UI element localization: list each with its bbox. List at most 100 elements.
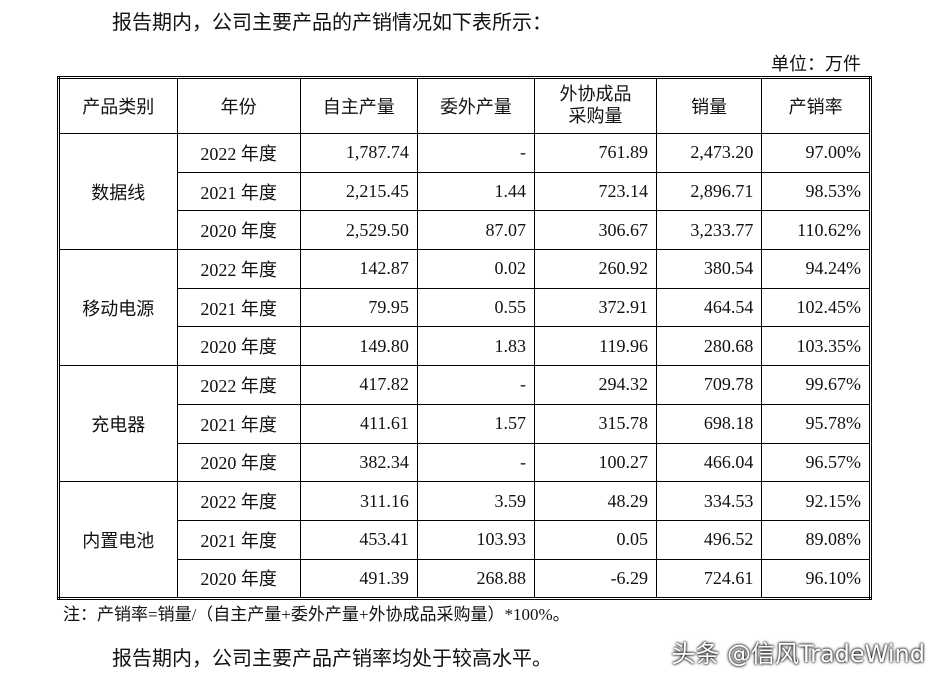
value-cell: 79.95 xyxy=(299,287,418,328)
note: 注：产销率=销量/（自主产量+委外产量+外协成品采购量）*100%。 xyxy=(63,605,570,624)
value-cell: - xyxy=(416,133,536,173)
value-cell: 411.61 xyxy=(299,403,418,444)
category-cell: 移动电源 xyxy=(58,249,178,367)
value-cell: 99.67% xyxy=(761,365,871,405)
value-cell: 48.29 xyxy=(534,481,657,521)
value-cell: 466.04 xyxy=(655,442,763,483)
value-cell: 260.92 xyxy=(534,249,657,289)
value-cell: 464.54 xyxy=(655,287,763,328)
value-cell: 3.59 xyxy=(416,481,536,521)
value-cell: 1.83 xyxy=(416,326,536,367)
table-row: 2020 年度 491.39 268.88 -6.29 724.61 96.10% xyxy=(59,558,871,600)
table-body: 数据线 2022 年度 1,787.74-761.89 2,473.20 97.00% 2… xyxy=(58,132,871,600)
header-cell: 自主产量 xyxy=(299,77,418,134)
outro-text: 报告期内，公司主要产品产销率均处于较高水平。 xyxy=(112,648,552,670)
header-text: 外协成品采购量 xyxy=(559,84,632,126)
table-row: 移动电源 2022 年度 142.87 0.02 260.92 380.54 94.24% xyxy=(58,249,871,367)
value-cell: 453.41 xyxy=(299,519,418,560)
table-row: 2021 年度 411.61 1.57 315.78 698.18 95.78% xyxy=(59,403,871,444)
value-cell: - xyxy=(416,442,536,483)
category-cell: 数据线 xyxy=(58,132,178,251)
year-cell: 2020 年度 xyxy=(176,442,301,483)
value-cell: 92.15% xyxy=(761,481,871,521)
table-row: 充电器 2022 年度 417.82-294.32 709.78 99.67% xyxy=(58,365,871,483)
value-cell: 311.16 xyxy=(299,481,418,521)
year-cell: 2021 年度 xyxy=(176,287,301,328)
value-cell: 100.27 xyxy=(534,442,657,483)
watermark: 头条 @信风TradeWind xyxy=(671,640,925,668)
year-cell: 2020 年度 xyxy=(176,558,301,600)
value-cell: 382.34 xyxy=(299,442,418,483)
data-table: 产品类别 年份 自主产量 委外产量 外协成品采购量 销量 产销率 数据线 2022 年度 1,7… xyxy=(57,76,872,601)
value-cell: 372.91 xyxy=(534,287,657,328)
value-cell: 496.52 xyxy=(655,519,763,560)
value-cell: 103.35% xyxy=(761,326,871,367)
value-cell: 417.82 xyxy=(299,365,418,405)
value-cell: 0.55 xyxy=(416,287,536,328)
value-cell: 315.78 xyxy=(534,403,657,444)
year-cell: 2022 年度 xyxy=(176,481,301,521)
year-cell: 2020 年度 xyxy=(176,210,301,251)
intro-text: 报告期内，公司主要产品的产销情况如下表所示： xyxy=(112,12,552,34)
table-row: 内置电池 2022 年度 311.16 3.59 48.29 334.53 92.15% xyxy=(58,481,871,600)
header-cell: 销量 xyxy=(655,77,763,134)
value-cell: 87.07 xyxy=(416,210,536,251)
table-header: 产品类别 年份 自主产量 委外产量 外协成品采购量 销量 产销率 xyxy=(58,77,871,134)
value-cell: 723.14 xyxy=(534,171,657,212)
value-cell: 3,233.77 xyxy=(655,210,763,251)
table-row: 2021 年度 2,215.45 1.44 723.14 2,896.71 98.53% xyxy=(59,171,871,212)
table-row: 2020 年度 2,529.50 87.07 306.67 3,233.77 110.62… xyxy=(59,210,871,251)
header-cell: 产销率 xyxy=(761,77,871,134)
year-cell: 2020 年度 xyxy=(176,326,301,367)
value-cell: 2,473.20 xyxy=(655,133,763,173)
table-row: 2020 年度 382.34-100.27 466.04 96.57% xyxy=(59,442,871,483)
table-row: 2021 年度 79.95 0.55 372.91 464.54 102.45% xyxy=(59,287,871,328)
unit-label: 单位：万件 xyxy=(771,54,861,74)
value-cell: 1.57 xyxy=(416,403,536,444)
value-cell: 306.67 xyxy=(534,210,657,251)
table-row: 2020 年度 149.80 1.83 119.96 280.68 103.35% xyxy=(59,326,871,367)
value-cell: 334.53 xyxy=(655,481,763,521)
header-cell: 外协成品采购量 xyxy=(534,77,657,134)
value-cell: 94.24% xyxy=(761,249,871,289)
header-cell: 委外产量 xyxy=(416,77,536,134)
value-cell: 709.78 xyxy=(655,365,763,405)
value-cell: 142.87 xyxy=(299,249,418,289)
year-cell: 2021 年度 xyxy=(176,403,301,444)
value-cell: -6.29 xyxy=(534,558,657,600)
value-cell: 268.88 xyxy=(416,558,536,600)
header-cell: 产品类别 xyxy=(58,77,178,134)
table-row: 数据线 2022 年度 1,787.74-761.89 2,473.20 97.00% xyxy=(58,132,871,251)
value-cell: 724.61 xyxy=(655,558,763,600)
value-cell: 698.18 xyxy=(655,403,763,444)
value-cell: 103.93 xyxy=(416,519,536,560)
value-cell: 149.80 xyxy=(299,326,418,367)
value-cell: 2,529.50 xyxy=(299,210,418,251)
category-cell: 内置电池 xyxy=(58,481,178,600)
value-cell: 97.00% xyxy=(761,133,871,173)
value-cell: 280.68 xyxy=(655,326,763,367)
header-row: 产品类别 年份 自主产量 委外产量 外协成品采购量 销量 产销率 xyxy=(58,77,871,134)
year-cell: 2022 年度 xyxy=(176,249,301,289)
year-cell: 2021 年度 xyxy=(176,171,301,212)
value-cell: 96.57% xyxy=(761,442,871,483)
value-cell: 491.39 xyxy=(299,558,418,600)
value-cell: 1.44 xyxy=(416,171,536,212)
value-cell: 2,215.45 xyxy=(299,171,418,212)
header-cell: 年份 xyxy=(176,77,301,134)
value-cell: 2,896.71 xyxy=(655,171,763,212)
value-cell: 102.45% xyxy=(761,287,871,328)
category-cell: 充电器 xyxy=(58,365,178,483)
year-cell: 2022 年度 xyxy=(176,133,301,173)
value-cell: 110.62% xyxy=(761,210,871,251)
value-cell: 89.08% xyxy=(761,519,871,560)
value-cell: - xyxy=(416,365,536,405)
value-cell: 0.05 xyxy=(534,519,657,560)
value-cell: 0.02 xyxy=(416,249,536,289)
year-cell: 2022 年度 xyxy=(176,365,301,405)
value-cell: 294.32 xyxy=(534,365,657,405)
value-cell: 761.89 xyxy=(534,133,657,173)
value-cell: 380.54 xyxy=(655,249,763,289)
